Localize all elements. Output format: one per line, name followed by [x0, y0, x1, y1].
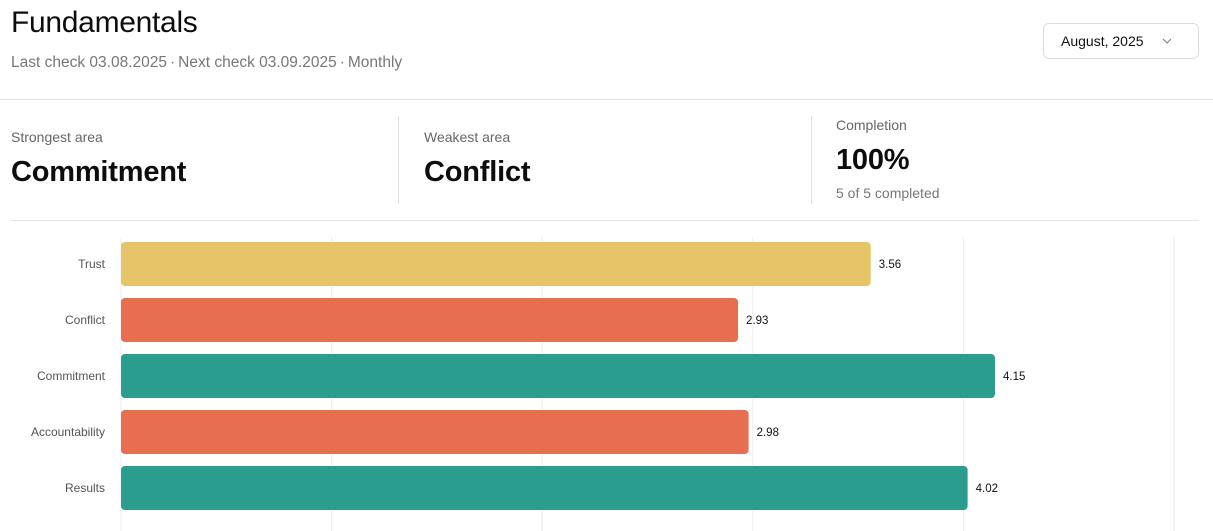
separator-dot: ·: [339, 54, 345, 71]
weakest-area-card: Weakest area Conflict: [424, 116, 804, 204]
last-check: Last check 03.08.2025: [11, 54, 167, 71]
period-select[interactable]: August, 2025: [1043, 23, 1199, 59]
chevron-down-icon: [1162, 38, 1172, 44]
fundamentals-bar-chart: Trust 3.56 Conflict 2.93 Commitment 4.15 Accou…: [31, 237, 1175, 531]
bar-trust[interactable]: [121, 242, 871, 286]
bar-conflict[interactable]: [121, 298, 739, 342]
bar-results[interactable]: [121, 466, 968, 510]
weakest-area-label: Weakest area: [424, 129, 511, 145]
header-divider: [0, 99, 1213, 100]
next-check: Next check 03.09.2025: [178, 54, 337, 71]
strongest-area-label: Strongest area: [11, 129, 103, 145]
category-label: Results: [65, 481, 105, 495]
value-label: 3.56: [879, 259, 901, 271]
value-label: 2.98: [757, 427, 779, 439]
bar-commitment[interactable]: [121, 354, 995, 398]
strongest-area-card: Strongest area Commitment: [11, 116, 391, 204]
category-label: Trust: [78, 257, 106, 271]
page-title: Fundamentals: [11, 6, 198, 39]
value-label: 2.93: [746, 315, 768, 327]
bar-accountability[interactable]: [121, 410, 749, 454]
check-frequency: Monthly: [347, 54, 403, 71]
stat-divider: [811, 116, 812, 204]
category-label: Accountability: [31, 425, 105, 439]
category-label: Conflict: [65, 313, 106, 327]
value-label: 4.15: [1003, 371, 1025, 383]
category-label: Commitment: [37, 369, 106, 383]
separator-dot: ·: [169, 54, 176, 71]
section-divider: [11, 220, 1199, 221]
period-select-value: August, 2025: [1061, 33, 1144, 49]
completion-card: Completion 100% 5 of 5 completed: [836, 116, 1196, 204]
completion-sub: 5 of 5 completed: [836, 185, 940, 201]
stat-divider: [398, 116, 399, 204]
weakest-area-value: Conflict: [424, 156, 531, 188]
completion-value: 100%: [836, 144, 910, 176]
value-label: 4.02: [976, 483, 998, 495]
check-info: Last check 03.08.2025 · Next check 03.09.2…: [11, 54, 402, 72]
strongest-area-value: Commitment: [11, 156, 187, 188]
completion-label: Completion: [836, 117, 907, 133]
